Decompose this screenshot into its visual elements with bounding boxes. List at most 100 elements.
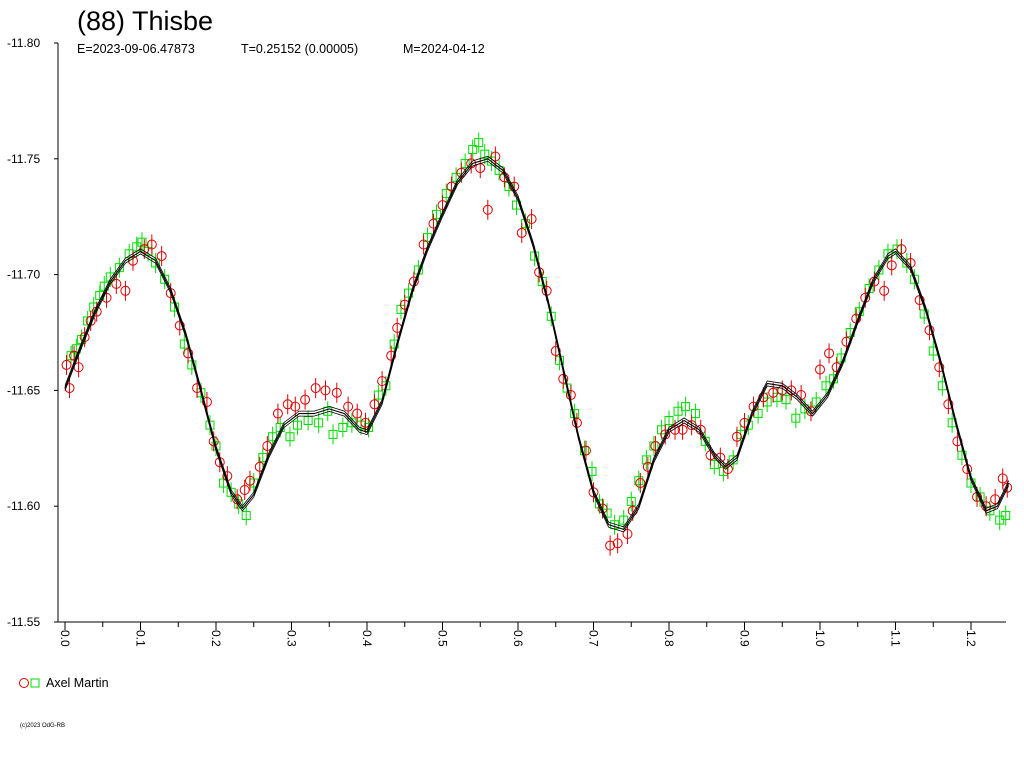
- plot-area: -11.80 -11.75 -11.70 -11.65 -11.60 -11.55 0.0…: [7, 36, 1013, 647]
- x-tick-label: 0.2: [209, 630, 223, 647]
- x-tick-label: 0.1: [134, 630, 148, 647]
- copyright-text: (c)2023 OdG-RB: [20, 723, 65, 729]
- axel-martin-point: [282, 399, 293, 410]
- green-series-point: [234, 499, 244, 509]
- axel-martin-point: [244, 475, 255, 486]
- x-tick-label: 0.7: [587, 630, 601, 647]
- series-green-points: [66, 132, 1011, 535]
- axel-martin-point: [768, 387, 779, 398]
- x-tick-label: 1.0: [813, 630, 827, 647]
- green-series-point: [821, 381, 831, 391]
- green-series-point: [641, 455, 651, 465]
- y-ticks: -11.80 -11.75 -11.70 -11.65 -11.60 -11.55: [7, 36, 58, 629]
- green-series-point: [226, 487, 236, 497]
- axel-martin-point: [482, 204, 493, 215]
- x-tick-label: 1.1: [889, 630, 903, 647]
- axel-martin-point: [526, 214, 537, 225]
- green-series-point: [303, 416, 313, 426]
- axel-martin-point: [490, 151, 501, 162]
- axel-martin-point: [550, 346, 561, 357]
- green-series-point: [791, 413, 801, 423]
- axel-martin-point: [605, 540, 616, 551]
- axel-martin-point: [369, 399, 380, 410]
- y-tick-label: -11.70: [7, 268, 40, 282]
- x-tick-label: 0.6: [511, 630, 525, 647]
- axel-martin-point: [156, 251, 167, 262]
- green-series-point: [241, 510, 251, 520]
- axel-martin-point: [146, 239, 157, 250]
- x-tick-label: 0.9: [738, 630, 752, 647]
- series-axel-martin-points: [61, 146, 1013, 556]
- axel-martin-point: [796, 390, 807, 401]
- axel-martin-point: [635, 478, 646, 489]
- axel-martin-point: [192, 383, 203, 394]
- y-tick-label: -11.80: [7, 36, 40, 50]
- legend-label: Axel Martin: [46, 676, 109, 690]
- green-series-point: [441, 189, 451, 199]
- green-series-point: [626, 497, 636, 507]
- axel-martin-point: [677, 424, 688, 435]
- axel-martin-point: [61, 359, 72, 370]
- axel-martin-point: [91, 306, 102, 317]
- green-series-point: [995, 515, 1005, 525]
- chart-title: (88) Thisbe: [77, 6, 213, 36]
- green-series-point: [468, 145, 478, 155]
- x-tick-label: 0.4: [360, 630, 374, 647]
- green-series-point: [314, 418, 324, 428]
- green-series-point: [634, 476, 644, 486]
- subtitle-mean: M=2024-04-12: [403, 42, 485, 56]
- axel-martin-point: [320, 385, 331, 396]
- axel-martin-point: [622, 528, 633, 539]
- legend-square-marker: [30, 678, 40, 688]
- green-series-point: [431, 209, 441, 219]
- x-tick-label: 0.0: [58, 630, 72, 647]
- y-tick-label: -11.75: [7, 152, 40, 166]
- axel-martin-point: [731, 431, 742, 442]
- axel-martin-point: [300, 394, 311, 405]
- y-tick-label: -11.55: [7, 615, 40, 629]
- axel-martin-point: [352, 408, 363, 419]
- axel-martin-point: [201, 396, 212, 407]
- green-series-point: [1001, 510, 1011, 520]
- axel-martin-point: [239, 484, 250, 495]
- subtitle-period: T=0.25152 (0.00005): [241, 42, 358, 56]
- fit-curves: [64, 155, 1010, 533]
- axel-martin-point: [612, 538, 623, 549]
- axel-martin-point: [331, 387, 342, 398]
- green-series-point: [753, 409, 763, 419]
- green-series-point: [690, 409, 700, 419]
- x-tick-label: 1.2: [964, 630, 978, 647]
- legend: Axel Martin: [19, 676, 109, 690]
- green-series-point: [137, 237, 147, 247]
- x-tick-label: 0.8: [662, 630, 676, 647]
- axel-martin-point: [824, 348, 835, 359]
- green-series-point: [328, 429, 338, 439]
- x-tick-label: 0.3: [285, 630, 299, 647]
- axel-martin-point: [386, 350, 397, 361]
- axel-martin-point: [660, 429, 671, 440]
- axel-martin-point: [120, 285, 131, 296]
- axel-martin-point: [111, 278, 122, 289]
- y-tick-label: -11.60: [7, 499, 40, 513]
- green-series-point: [474, 138, 484, 148]
- axel-martin-point: [174, 320, 185, 331]
- axel-martin-point: [670, 424, 681, 435]
- green-series-point: [66, 351, 76, 361]
- green-series-point: [160, 274, 170, 284]
- axel-martin-point: [343, 401, 354, 412]
- axel-martin-point: [943, 399, 954, 410]
- green-series-point: [673, 406, 683, 416]
- y-tick-label: -11.65: [7, 383, 40, 397]
- axel-martin-point: [879, 285, 890, 296]
- fit-curve-band: [64, 160, 1010, 533]
- legend-circle-marker: [19, 678, 29, 688]
- x-tick-label: 0.5: [436, 630, 450, 647]
- fit-curve-band: [64, 155, 1010, 528]
- axel-martin-point: [934, 362, 945, 373]
- green-series-point: [480, 149, 490, 159]
- subtitle-epoch: E=2023-09-06.47873: [77, 42, 195, 56]
- axel-martin-point: [831, 362, 842, 373]
- axel-martin-point: [516, 227, 527, 238]
- green-series-point: [285, 432, 295, 442]
- green-series-point: [293, 420, 303, 430]
